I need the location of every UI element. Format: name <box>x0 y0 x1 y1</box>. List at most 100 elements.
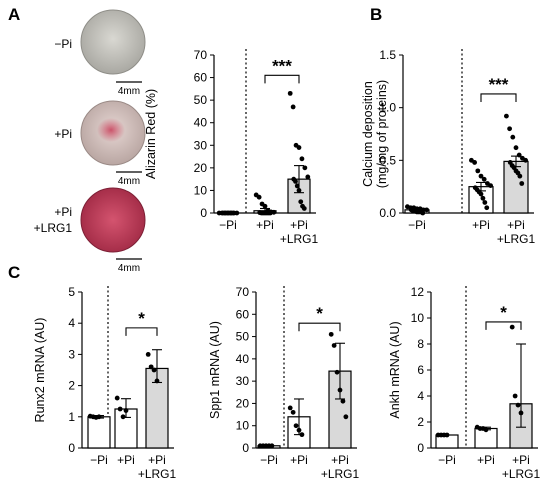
x-tick-label: +Pi <box>331 453 349 467</box>
significance-bracket <box>480 93 517 102</box>
y-tick-label: 40 <box>236 352 250 366</box>
data-point <box>507 126 512 132</box>
y-tick-label: 8 <box>417 337 424 351</box>
data-point <box>305 174 311 180</box>
y-tick-label: 1.0 <box>379 101 396 115</box>
y-tick-label: 30 <box>194 138 208 152</box>
y-tick-label: 20 <box>236 396 250 410</box>
x-tick-label: +Pi <box>507 218 525 232</box>
y-tick-label: 0 <box>200 206 207 220</box>
data-point <box>256 194 262 200</box>
photo-label: +Pi <box>54 205 72 219</box>
y-tick-label: 50 <box>236 330 250 344</box>
x-tick-label: +LRG1 <box>321 467 360 481</box>
y-tick-label: 1 <box>68 410 75 424</box>
significance-label: * <box>500 303 507 322</box>
data-point <box>478 173 484 179</box>
data-point <box>517 173 523 179</box>
x-tick-label: +Pi <box>290 218 308 232</box>
data-point <box>484 205 490 211</box>
x-tick-label: +Pi <box>256 218 274 232</box>
x-tick-label: −Pi <box>408 218 426 232</box>
scale-bar-label: 4mm <box>118 263 140 274</box>
y-tick-label: 70 <box>236 285 250 299</box>
x-tick-label: −Pi <box>260 453 278 467</box>
y-tick-label: 4 <box>417 389 424 403</box>
data-point <box>120 414 126 420</box>
y-tick-label: 10 <box>411 311 425 325</box>
data-point <box>331 343 337 348</box>
panel-label-c: C <box>8 263 20 282</box>
data-point <box>472 160 477 165</box>
x-tick-label: +LRG1 <box>138 467 177 481</box>
data-point <box>424 207 429 213</box>
data-point <box>340 398 346 404</box>
data-point <box>145 352 151 357</box>
data-point <box>444 432 450 438</box>
data-point <box>287 90 293 96</box>
data-point <box>293 423 299 429</box>
y-tick-label: 4 <box>68 316 75 330</box>
x-tick-label: +LRG1 <box>280 232 319 246</box>
y-tick-label: 1.5 <box>379 48 396 62</box>
data-point <box>234 210 240 216</box>
data-point <box>296 188 302 193</box>
y-axis-label: Alizarin Red (%) <box>144 89 158 179</box>
y-tick-label: 10 <box>194 183 208 197</box>
scale-bar-label: 4mm <box>118 86 140 97</box>
y-tick-label: 60 <box>236 307 250 321</box>
data-point <box>117 406 123 412</box>
data-point <box>287 405 293 411</box>
data-point <box>262 203 268 209</box>
y-tick-label: 60 <box>194 71 208 85</box>
x-tick-label: +Pi <box>512 453 530 467</box>
photo-label: −Pi <box>54 37 72 51</box>
data-point <box>96 414 102 420</box>
data-point <box>515 402 521 408</box>
y-tick-label: 5 <box>68 285 75 299</box>
significance-bracket <box>485 321 522 330</box>
data-point <box>296 145 302 150</box>
data-point <box>299 432 305 438</box>
culture-dish-image <box>80 9 146 75</box>
x-tick-label: +Pi <box>117 453 135 467</box>
x-tick-label: +Pi <box>472 218 490 232</box>
significance-label: *** <box>272 56 292 75</box>
x-tick-label: −Pi <box>219 218 237 232</box>
data-point <box>523 157 528 163</box>
y-axis-label: Runx2 mRNA (AU) <box>33 318 47 423</box>
x-tick-label: −Pi <box>438 453 456 467</box>
data-point <box>334 369 340 375</box>
y-axis-label: Calcium deposition <box>361 81 375 187</box>
significance-label: * <box>138 309 145 328</box>
data-point <box>114 395 120 401</box>
y-tick-label: 2 <box>68 379 75 393</box>
y-axis-label: Spp1 mRNA (AU) <box>208 321 222 419</box>
data-point <box>299 156 305 162</box>
y-tick-label: 70 <box>194 48 208 62</box>
data-point <box>488 183 493 189</box>
scale-bar-label: 4mm <box>118 176 140 187</box>
data-point <box>148 364 154 370</box>
y-tick-label: 20 <box>194 161 208 175</box>
x-tick-label: +Pi <box>477 453 495 467</box>
x-tick-label: +LRG1 <box>497 232 536 246</box>
data-point <box>302 165 308 171</box>
data-point <box>504 113 509 119</box>
data-point <box>513 145 519 151</box>
x-tick-label: −Pi <box>90 453 108 467</box>
data-point <box>478 191 484 197</box>
y-tick-label: 6 <box>417 363 424 377</box>
stain-spot <box>97 118 125 142</box>
data-point <box>343 414 349 420</box>
photo-plus-pi-lrg1: +Pi +LRG1 4mm <box>34 187 146 274</box>
data-point <box>516 152 522 158</box>
y-tick-label: 0.0 <box>379 206 396 220</box>
y-tick-label: 10 <box>236 419 250 433</box>
y-axis-label: Ankh mRNA (AU) <box>388 321 402 418</box>
x-tick-label: +Pi <box>148 453 166 467</box>
significance-label: *** <box>489 75 509 94</box>
